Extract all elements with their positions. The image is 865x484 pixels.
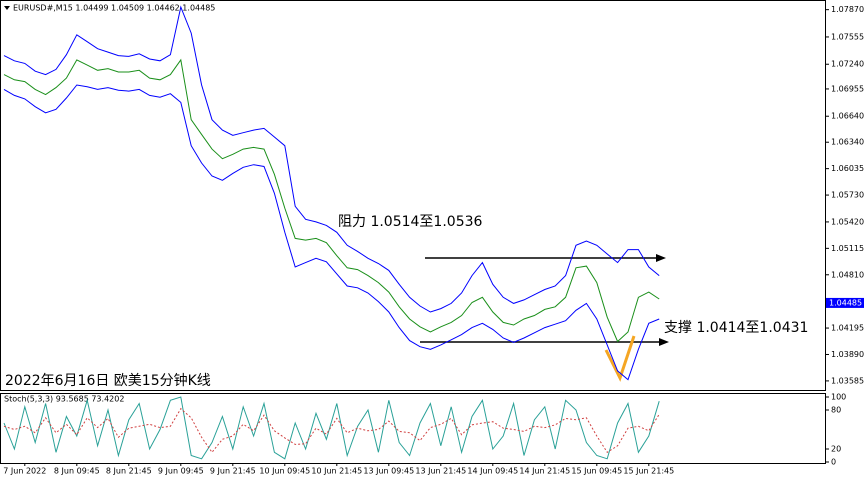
y-tick-label: 1.05115: [831, 244, 864, 253]
y-tick-label: 1.07240: [831, 60, 864, 69]
y-tick-label: 1.07870: [831, 5, 864, 14]
y-tick-label: 1.06955: [831, 84, 864, 93]
x-tick-label: 10 Jun 21:45: [311, 467, 362, 476]
y-tick-label: 0: [831, 458, 836, 467]
x-tick-label: 15 Jun 09:45: [571, 467, 622, 476]
arrow-head: [659, 338, 669, 346]
y-tick-label: 1.06035: [831, 164, 864, 173]
y-tick-label: 1.03890: [831, 350, 864, 359]
series-line: [3, 407, 660, 454]
y-tick-label: 1.04810: [831, 270, 864, 279]
y-tick-label: 20: [831, 445, 841, 454]
y-tick-label: 1.05420: [831, 217, 864, 226]
annotation: 阻力 1.0514至1.0536: [338, 214, 483, 230]
y-tick-label: 1.03585: [831, 376, 864, 385]
y-tick-label: 80: [831, 406, 841, 415]
x-tick-label: 13 Jun 21:45: [415, 467, 466, 476]
series-line: [3, 84, 660, 381]
series-line: [3, 396, 660, 460]
menu-icon: [4, 6, 10, 10]
last-price-box: [826, 297, 864, 308]
y-tick-label: 1.06340: [831, 138, 864, 147]
stoch-title: Stoch(5,3,3) 93.5685 73.4202: [4, 395, 124, 404]
series-line: [3, 58, 660, 343]
annotation: 支撑 1.0414至1.0431: [664, 320, 808, 336]
y-tick-label: 100: [831, 393, 846, 402]
x-tick-label: 10 Jun 09:45: [259, 467, 310, 476]
x-tick-label: 7 Jun 2022: [3, 467, 46, 476]
x-tick-label: 8 Jun 09:45: [54, 467, 100, 476]
y-tick-label: 1.05730: [831, 191, 864, 200]
y-tick-label: 1.07555: [831, 32, 864, 41]
arrow-head: [656, 254, 666, 262]
x-tick-label: 15 Jun 21:45: [623, 467, 674, 476]
stoch-panel: [0, 393, 826, 464]
x-tick-label: 13 Jun 09:45: [363, 467, 414, 476]
annotation: 2022年6月16日 欧美15分钟K线: [5, 372, 211, 389]
x-tick-label: 9 Jun 09:45: [158, 467, 204, 476]
x-tick-label: 14 Jun 21:45: [519, 467, 570, 476]
main-title: EURUSD#,M15 1.04499 1.04509 1.04462 1.04…: [13, 4, 215, 13]
y-tick-label: 1.06640: [831, 112, 864, 121]
y-tick-label: 1.04195: [831, 324, 864, 333]
series-line: [3, 5, 660, 313]
v-highlight: [604, 335, 636, 382]
x-tick-label: 14 Jun 09:45: [467, 467, 518, 476]
x-tick-label: 8 Jun 21:45: [106, 467, 152, 476]
last-price-label: 1.04485: [829, 298, 862, 307]
x-tick-label: 9 Jun 21:45: [210, 467, 256, 476]
